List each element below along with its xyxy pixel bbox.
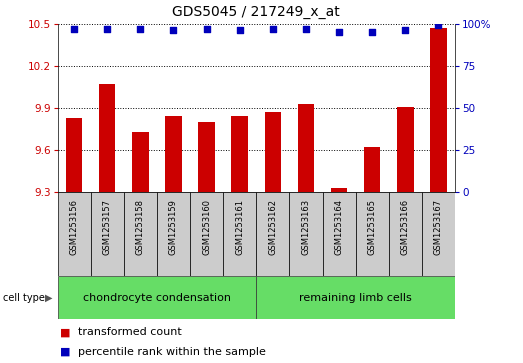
Point <box>302 26 310 32</box>
Text: GSM1253156: GSM1253156 <box>70 199 78 255</box>
Text: ■: ■ <box>60 327 71 337</box>
Text: GSM1253165: GSM1253165 <box>368 199 377 255</box>
Point <box>70 26 78 32</box>
Bar <box>265 112 281 192</box>
Point <box>103 26 111 32</box>
Text: chondrocyte condensation: chondrocyte condensation <box>83 293 231 303</box>
Bar <box>198 122 215 192</box>
Point <box>434 23 442 28</box>
Text: GDS5045 / 217249_x_at: GDS5045 / 217249_x_at <box>173 5 340 20</box>
Text: GSM1253163: GSM1253163 <box>301 199 311 255</box>
Point <box>335 29 343 35</box>
Bar <box>231 117 248 192</box>
Text: GSM1253158: GSM1253158 <box>136 199 145 255</box>
Bar <box>298 104 314 192</box>
Point <box>368 29 377 35</box>
Text: transformed count: transformed count <box>78 327 182 337</box>
Bar <box>331 188 347 192</box>
Bar <box>256 192 289 276</box>
Text: GSM1253166: GSM1253166 <box>401 199 410 255</box>
Bar <box>389 192 422 276</box>
Text: GSM1253157: GSM1253157 <box>103 199 112 255</box>
Bar <box>99 84 116 192</box>
Text: ■: ■ <box>60 347 71 357</box>
Bar <box>90 192 124 276</box>
Bar <box>256 276 455 319</box>
Bar <box>58 192 90 276</box>
Text: GSM1253160: GSM1253160 <box>202 199 211 255</box>
Text: GSM1253164: GSM1253164 <box>335 199 344 255</box>
Text: GSM1253161: GSM1253161 <box>235 199 244 255</box>
Bar <box>323 192 356 276</box>
Bar <box>58 276 256 319</box>
Bar <box>165 117 182 192</box>
Text: percentile rank within the sample: percentile rank within the sample <box>78 347 266 357</box>
Bar <box>223 192 256 276</box>
Bar <box>422 192 455 276</box>
Bar <box>397 107 414 192</box>
Bar <box>289 192 323 276</box>
Text: remaining limb cells: remaining limb cells <box>299 293 412 303</box>
Bar <box>132 132 149 192</box>
Text: ▶: ▶ <box>45 293 52 303</box>
Bar <box>66 118 83 192</box>
Text: GSM1253167: GSM1253167 <box>434 199 443 255</box>
Point <box>401 28 410 33</box>
Text: GSM1253162: GSM1253162 <box>268 199 277 255</box>
Point <box>136 26 144 32</box>
Bar <box>124 192 157 276</box>
Point <box>269 26 277 32</box>
Bar <box>190 192 223 276</box>
Point <box>169 28 178 33</box>
Text: cell type: cell type <box>3 293 44 303</box>
Bar <box>430 28 447 192</box>
Bar <box>157 192 190 276</box>
Text: GSM1253159: GSM1253159 <box>169 199 178 255</box>
Point <box>235 28 244 33</box>
Bar <box>364 147 381 192</box>
Point <box>202 26 211 32</box>
Bar <box>356 192 389 276</box>
